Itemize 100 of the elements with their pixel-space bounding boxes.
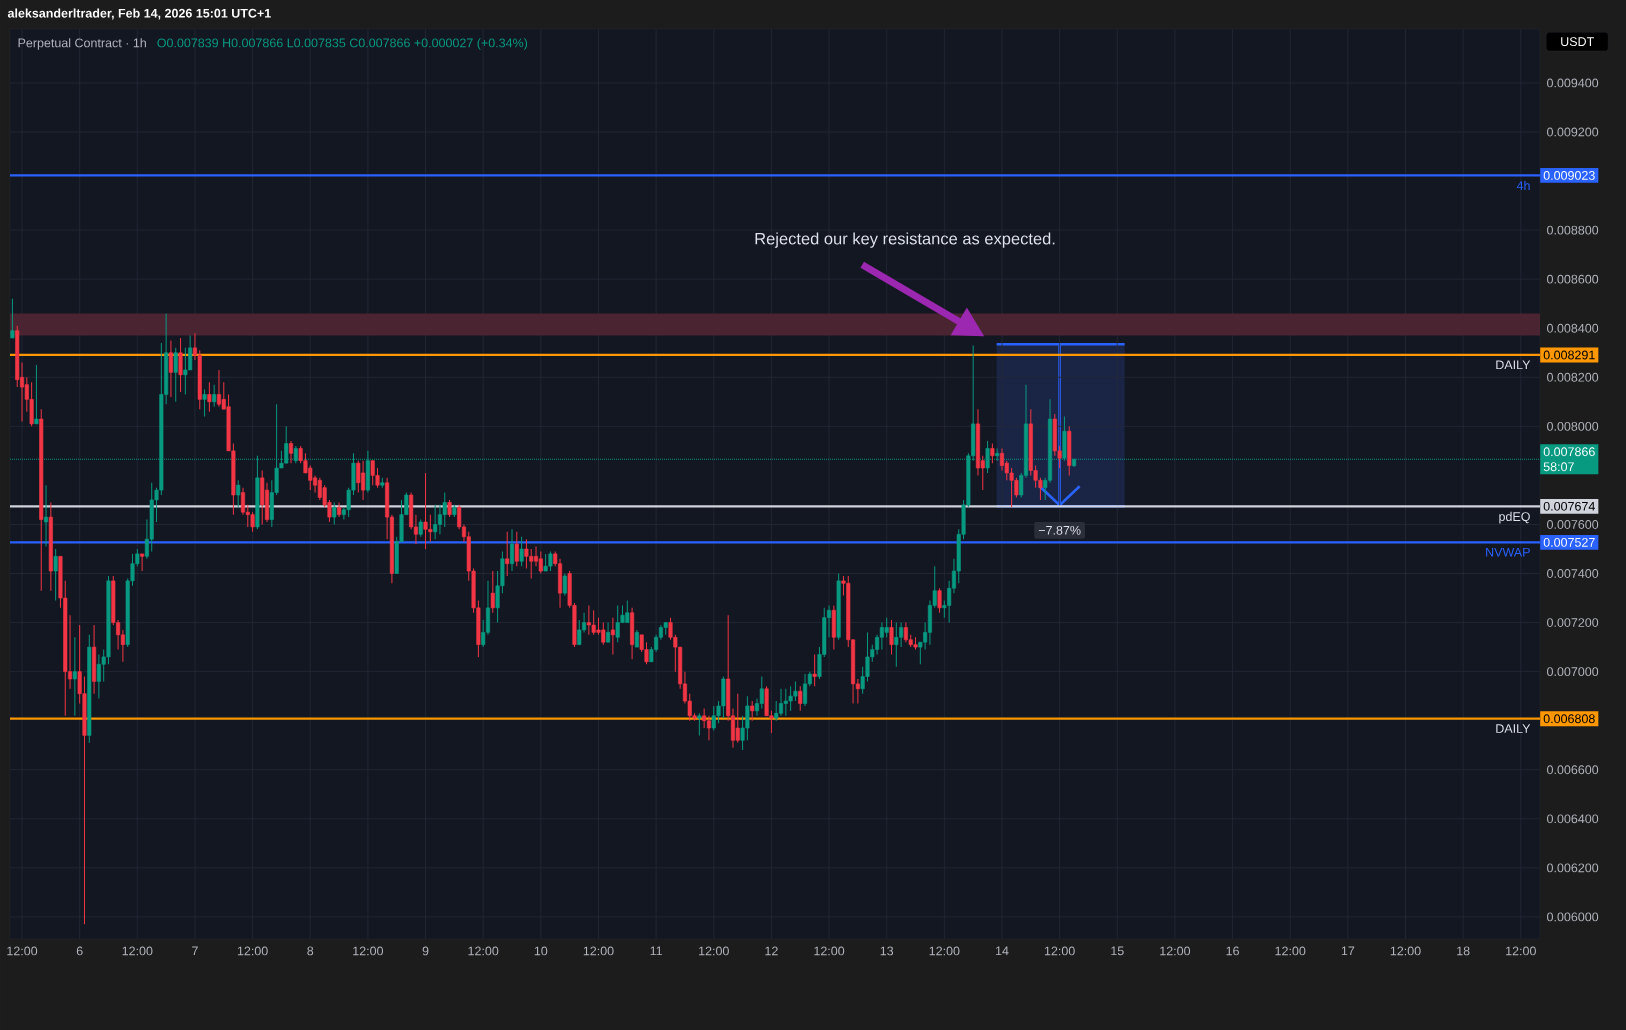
candlestick [889, 619, 894, 655]
text: 58:07 [1543, 462, 1574, 472]
x-tick-label: 9 [422, 946, 429, 956]
x-tick-label: 16 [1226, 946, 1239, 956]
x-tick-label: 12:00 [1275, 946, 1306, 956]
ref-line-label: 0.009023 [1543, 171, 1595, 180]
x-tick-label: 7 [192, 946, 198, 956]
x-tick-label: 18 [1457, 946, 1470, 956]
x-tick-label: 14 [995, 946, 1009, 956]
ref-line-label: 0.006808 [1543, 714, 1595, 724]
candlestick [212, 384, 217, 408]
candlestick [812, 653, 817, 687]
x-tick-label: 12:00 [468, 946, 499, 956]
candlestick [778, 688, 784, 717]
candlestick [884, 617, 889, 638]
x-tick-label: 11 [650, 946, 662, 956]
candlestick [337, 501, 342, 518]
candlestick [509, 528, 515, 572]
x-tick-label: 12:00 [1160, 946, 1191, 956]
x-tick-label: 12:00 [814, 946, 845, 956]
annotation: DAILY [1496, 724, 1531, 733]
y-tick-label: 0.008800 [1547, 225, 1599, 235]
text: aleksanderltrader, Feb 14, 2026 15:01 UTC+1 [7, 8, 271, 20]
ref-line-label: 0.007866 [1543, 447, 1595, 457]
x-tick-label: 8 [307, 946, 314, 956]
candlestick [937, 587, 942, 614]
candlestick [289, 440, 294, 464]
candlestick [44, 484, 49, 548]
candlestick [697, 712, 702, 736]
x-tick-label: 12:00 [699, 946, 729, 956]
candlestick [236, 479, 241, 508]
candlestick [514, 531, 519, 567]
ref-line-label: 0.008291 [1543, 350, 1595, 360]
candlestick [798, 685, 803, 712]
candlestick [610, 617, 615, 655]
candlestick [562, 573, 567, 597]
y-tick-label: 0.008000 [1547, 421, 1599, 431]
x-tick-label: 12:00 [353, 946, 384, 956]
candlestick [140, 553, 145, 572]
candlestick [750, 700, 755, 722]
x-tick-label: 10 [534, 946, 548, 956]
y-tick-label: 0.008200 [1547, 372, 1599, 382]
candlestick [10, 298, 15, 339]
y-tick-label: 0.007200 [1547, 618, 1599, 627]
y-tick-label: 0.009200 [1547, 127, 1599, 137]
y-tick-label: 0.008600 [1547, 274, 1599, 284]
x-tick-label: 15 [1111, 946, 1124, 956]
text: Perpetual Contract · 1h [18, 38, 146, 50]
y-tick-label: 0.006400 [1547, 814, 1599, 824]
candlestick [490, 570, 495, 614]
x-tick-label: 12:00 [1506, 946, 1536, 956]
candlestick [173, 347, 178, 403]
x-tick-label: 6 [76, 946, 83, 956]
candlestick [894, 622, 899, 668]
annotation: −7.87% [1038, 525, 1081, 535]
candlestick [538, 550, 543, 575]
y-tick-label: 0.006600 [1547, 765, 1599, 775]
x-tick-label: 13 [880, 946, 894, 956]
candlestick [990, 443, 995, 464]
annotation: DAILY [1496, 360, 1531, 370]
y-tick-label: 0.006000 [1547, 912, 1599, 922]
y-tick-label: 0.006200 [1547, 863, 1599, 873]
candlestick [168, 339, 173, 398]
text: O0.007839 H0.007866 L0.007835 C0.007866 +0.000027 (+0.34%) [157, 38, 528, 50]
y-axis-title: USDT [1561, 37, 1594, 47]
annotation: NVWAP [1486, 547, 1530, 557]
ref-line-label: 0.007674 [1543, 501, 1595, 511]
candlestick [706, 715, 711, 741]
candlestick [519, 536, 524, 567]
x-tick-label: 12:00 [1390, 946, 1421, 956]
annotation: Rejected our key resistance as expected. [755, 232, 1055, 248]
x-tick-label: 12:00 [237, 946, 268, 956]
y-tick-label: 0.009400 [1547, 78, 1599, 88]
candlestick [505, 531, 510, 577]
y-tick-label: 0.007400 [1547, 569, 1599, 578]
candlestick [72, 636, 77, 717]
candlestick [606, 622, 611, 643]
y-tick-label: 0.008400 [1547, 323, 1599, 333]
x-tick-label: 12:00 [1044, 946, 1075, 956]
candlestick [332, 501, 337, 525]
x-tick-label: 12:00 [929, 946, 960, 956]
candlestick [53, 548, 58, 601]
candlestick [34, 364, 39, 425]
candlestick [433, 504, 438, 540]
y-tick-label: 0.007600 [1547, 520, 1599, 529]
y-tick-label: 0.007000 [1547, 667, 1599, 677]
candlestick [178, 337, 183, 393]
x-tick-label: 12:00 [7, 946, 38, 956]
annotation: 4h [1516, 180, 1530, 191]
candlestick [207, 381, 212, 413]
x-tick-label: 12:00 [122, 946, 153, 956]
candlestick [735, 693, 740, 744]
ref-line-label: 0.007527 [1543, 537, 1595, 547]
x-tick-label: 17 [1341, 946, 1355, 956]
annotation: pdEQ [1499, 511, 1530, 524]
candlestick [803, 673, 808, 707]
x-tick-label: 12:00 [583, 946, 614, 956]
candlestick [202, 389, 207, 418]
candlestick [240, 487, 246, 516]
x-tick-label: 12 [765, 946, 778, 956]
